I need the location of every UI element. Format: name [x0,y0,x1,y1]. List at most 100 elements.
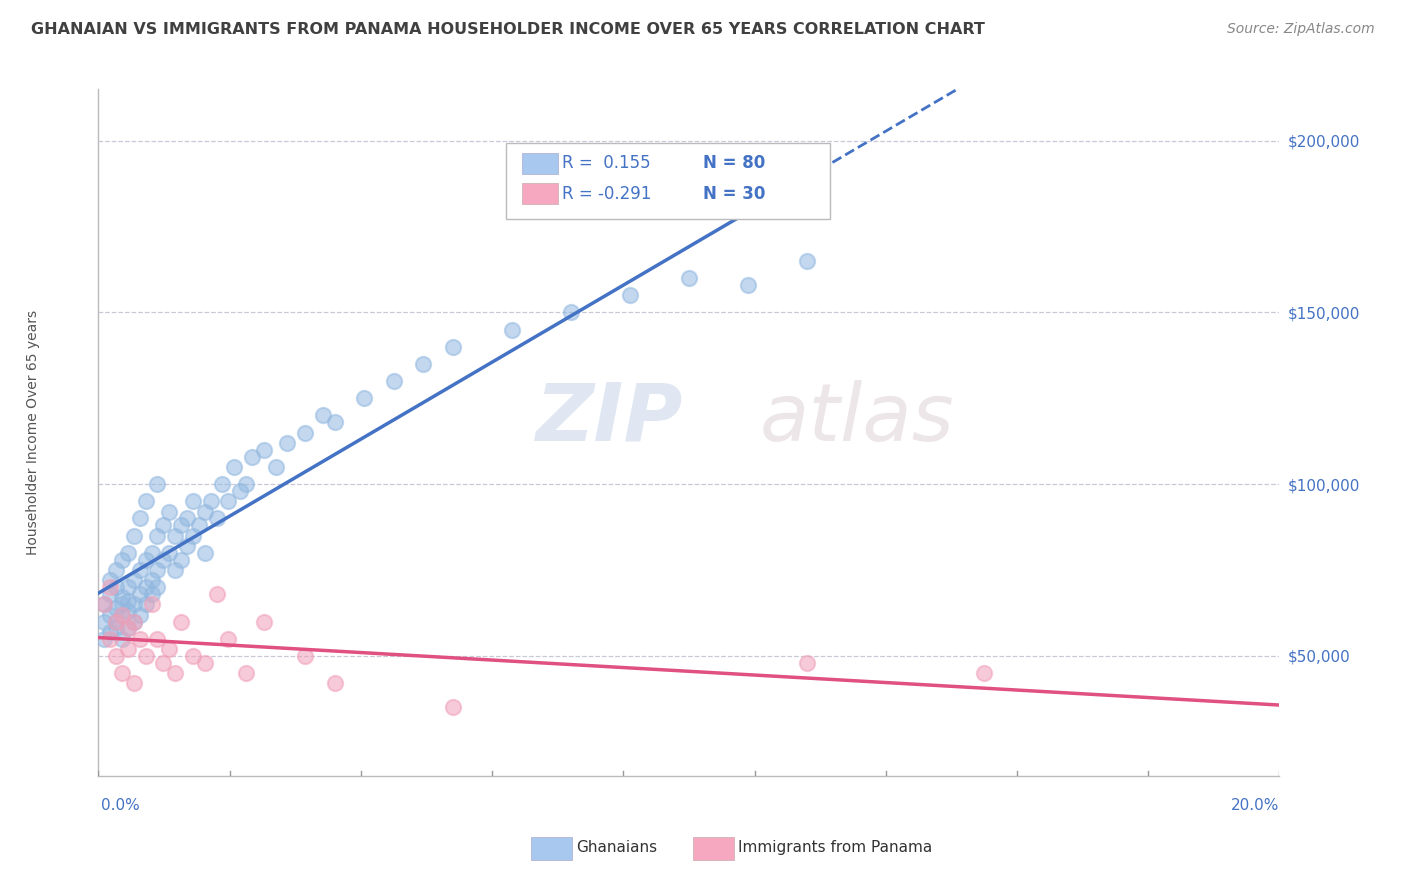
Point [152,656,174,670]
Point [141,574,163,588]
Point [105,600,128,615]
Point [117,642,139,657]
Point [135,598,157,612]
Point [205,511,228,525]
Point [105,615,128,629]
Point [294,425,316,440]
Text: ZIP: ZIP [536,380,683,458]
Point [796,656,818,670]
Point [105,580,128,594]
Point [128,511,150,525]
Text: Source: ZipAtlas.com: Source: ZipAtlas.com [1227,22,1375,37]
Point [165,563,187,577]
Point [441,700,464,714]
Point [111,552,134,566]
Text: Ghanaians: Ghanaians [576,840,658,855]
Point [111,591,134,605]
Point [181,528,204,542]
Point [93,598,115,612]
Point [560,305,582,319]
Point [135,494,157,508]
Point [678,271,700,285]
Text: Householder Income Over 65 years: Householder Income Over 65 years [27,310,41,555]
Point [211,477,233,491]
Point [128,563,150,577]
Point [93,615,115,629]
Point [187,518,209,533]
Point [157,505,180,519]
Point [122,615,145,629]
Point [128,632,150,646]
Point [796,253,818,268]
Point [253,615,276,629]
Point [737,277,759,292]
Point [157,642,180,657]
Point [312,409,335,423]
Text: R = -0.291: R = -0.291 [562,185,652,202]
Point [122,615,145,629]
Point [181,648,204,663]
Point [152,518,174,533]
Point [117,604,139,618]
Point [122,574,145,588]
Point [157,546,180,560]
Point [141,546,163,560]
Point [111,665,134,680]
Point [98,624,121,639]
Point [98,632,121,646]
Point [111,607,134,622]
Point [117,621,139,635]
Point [98,580,121,594]
Point [973,665,995,680]
Point [170,552,193,566]
Point [135,580,157,594]
Point [412,357,434,371]
Point [111,598,134,612]
Point [105,648,128,663]
Point [141,587,163,601]
Point [105,621,128,635]
Point [135,648,157,663]
Text: R =  0.155: R = 0.155 [562,154,651,172]
Text: N = 80: N = 80 [703,154,765,172]
Point [135,552,157,566]
Point [323,415,346,429]
Point [93,598,115,612]
Text: atlas: atlas [759,380,955,458]
Point [181,494,204,508]
Point [141,598,163,612]
Point [217,494,239,508]
Point [146,563,169,577]
Text: 20.0%: 20.0% [1232,798,1279,814]
Point [235,665,257,680]
Point [146,632,169,646]
Text: Immigrants from Panama: Immigrants from Panama [738,840,932,855]
Point [194,505,217,519]
Point [170,518,193,533]
Point [170,615,193,629]
Point [117,621,139,635]
Point [176,539,198,553]
Point [194,656,217,670]
Point [128,607,150,622]
Point [98,607,121,622]
Point [146,528,169,542]
Point [122,528,145,542]
Point [619,288,641,302]
Text: GHANAIAN VS IMMIGRANTS FROM PANAMA HOUSEHOLDER INCOME OVER 65 YEARS CORRELATION : GHANAIAN VS IMMIGRANTS FROM PANAMA HOUSE… [31,22,984,37]
Point [501,322,523,336]
Point [294,648,316,663]
Point [353,391,375,405]
Point [98,574,121,588]
Point [217,632,239,646]
Point [176,511,198,525]
Point [117,546,139,560]
Point [128,587,150,601]
Point [152,552,174,566]
Point [240,450,263,464]
Point [165,528,187,542]
Point [93,632,115,646]
Text: 0.0%: 0.0% [101,798,141,814]
Point [441,340,464,354]
Point [105,563,128,577]
